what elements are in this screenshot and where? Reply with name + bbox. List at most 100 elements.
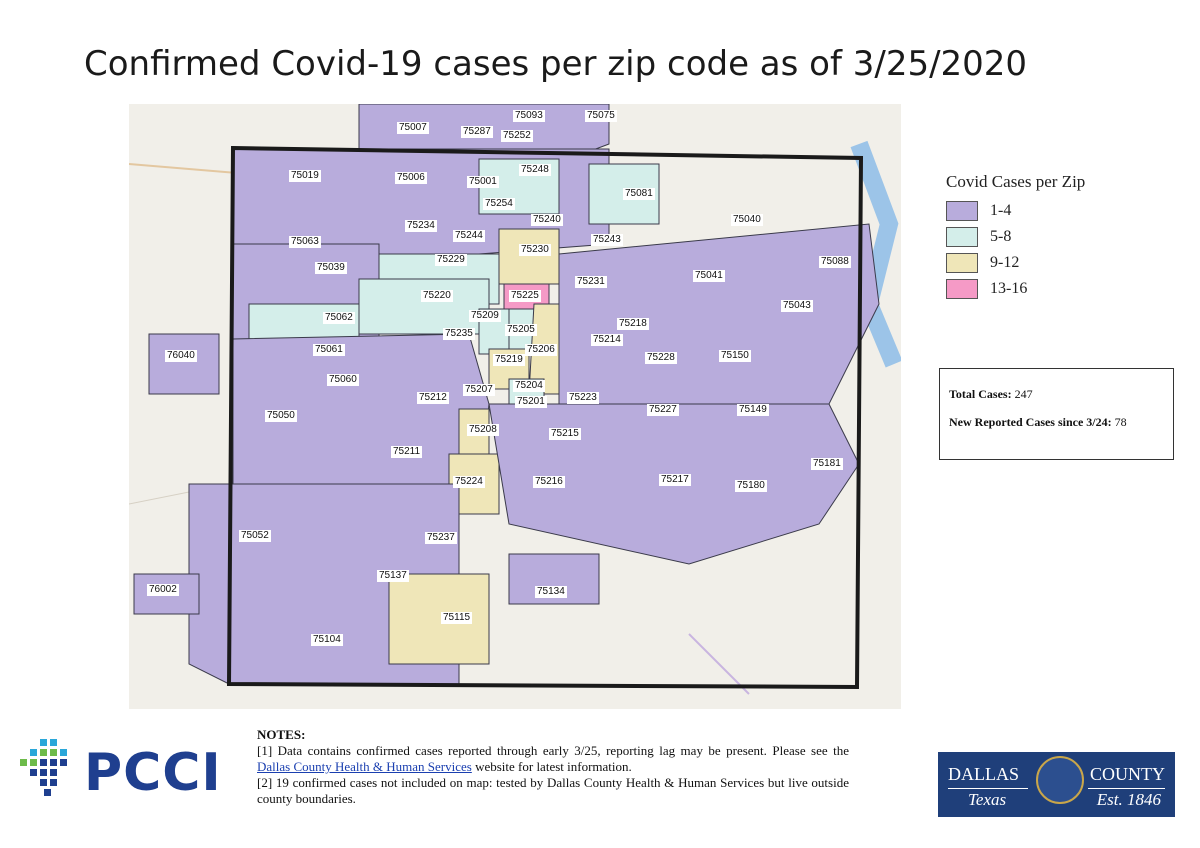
zip-label[interactable]: 76002 — [147, 584, 179, 596]
zip-label[interactable]: 75227 — [647, 404, 679, 416]
zip-label[interactable]: 75209 — [469, 310, 501, 322]
zip-label[interactable]: 75081 — [623, 188, 655, 200]
zip-label[interactable]: 75134 — [535, 586, 567, 598]
zip-label[interactable]: 76040 — [165, 350, 197, 362]
zip-label[interactable]: 75216 — [533, 476, 565, 488]
zip-label[interactable]: 75039 — [315, 262, 347, 274]
legend-item: 13-16 — [946, 276, 1146, 302]
zip-label[interactable]: 75088 — [819, 256, 851, 268]
zip-label[interactable]: 75208 — [467, 424, 499, 436]
zip-label[interactable]: 75149 — [737, 404, 769, 416]
dallas-county-word-left: DALLAS — [948, 764, 1019, 784]
legend: Covid Cases per Zip 1-4 5-8 9-12 13-16 — [946, 172, 1146, 302]
legend-item: 5-8 — [946, 224, 1146, 250]
legend-title: Covid Cases per Zip — [946, 172, 1086, 191]
zip-label[interactable]: 75063 — [289, 236, 321, 248]
legend-swatch — [946, 253, 978, 273]
zip-label[interactable]: 75041 — [693, 270, 725, 282]
zip-label[interactable]: 75001 — [467, 176, 499, 188]
basemap-lake — [850, 140, 901, 368]
new-cases-value: 78 — [1114, 415, 1127, 429]
zip-label[interactable]: 75248 — [519, 164, 551, 176]
zip-label[interactable]: 75093 — [513, 110, 545, 122]
page-title: Confirmed Covid-19 cases per zip code as… — [84, 44, 1028, 84]
zip-label[interactable]: 75252 — [501, 130, 533, 142]
zip-label[interactable]: 75230 — [519, 244, 551, 256]
note-1-text: [1] Data contains confirmed cases report… — [257, 743, 849, 758]
zip-label[interactable]: 75234 — [405, 220, 437, 232]
zip-label[interactable]: 75019 — [289, 170, 321, 182]
zip-region-75134 — [508, 553, 600, 605]
note-2: [2] 19 confirmed cases not included on m… — [257, 775, 849, 806]
zip-label[interactable]: 75201 — [515, 396, 547, 408]
zip-label[interactable]: 75218 — [617, 318, 649, 330]
zip-region-76040 — [148, 333, 220, 395]
legend-item: 9-12 — [946, 250, 1146, 276]
zip-label[interactable]: 75235 — [443, 328, 475, 340]
zip-label[interactable]: 75231 — [575, 276, 607, 288]
legend-label: 9-12 — [990, 254, 1020, 271]
dchhs-link[interactable]: Dallas County Health & Human Services — [257, 759, 472, 774]
county-seal-icon — [1036, 756, 1084, 804]
zip-label[interactable]: 75237 — [425, 532, 457, 544]
zip-label[interactable]: 75217 — [659, 474, 691, 486]
logo-rule — [948, 788, 1028, 789]
pcci-mark-icon — [20, 739, 67, 796]
zip-label[interactable]: 75243 — [591, 234, 623, 246]
zip-label[interactable]: 75229 — [435, 254, 467, 266]
totals-box: Total Cases: 247 New Reported Cases sinc… — [939, 368, 1174, 460]
notes-heading: NOTES: — [257, 727, 306, 742]
zip-label[interactable]: 75254 — [483, 198, 515, 210]
dallas-county-logo: DALLAS COUNTY Texas Est. 1846 — [938, 752, 1175, 817]
zip-label[interactable]: 75224 — [453, 476, 485, 488]
zip-label[interactable]: 75150 — [719, 350, 751, 362]
zip-label[interactable]: 75214 — [591, 334, 623, 346]
zip-label[interactable]: 75115 — [441, 612, 473, 624]
zip-label[interactable]: 75223 — [567, 392, 599, 404]
legend-swatch — [946, 201, 978, 221]
legend-item: 1-4 — [946, 198, 1146, 224]
zip-label[interactable]: 75043 — [781, 300, 813, 312]
zip-label[interactable]: 75137 — [377, 570, 409, 582]
note-1-text-after: website for latest information. — [471, 759, 632, 774]
zip-label[interactable]: 75181 — [811, 458, 843, 470]
zip-label[interactable]: 75075 — [585, 110, 617, 122]
covid-zip-map[interactable]: 75093 75075 75007 75287 75252 75248 75081 75019… — [129, 104, 901, 709]
legend-label: 5-8 — [990, 228, 1012, 245]
zip-label[interactable]: 75211 — [391, 446, 423, 458]
zip-label[interactable]: 75205 — [505, 324, 537, 336]
zip-label[interactable]: 75207 — [463, 384, 495, 396]
zip-label[interactable]: 75060 — [327, 374, 359, 386]
zip-label[interactable]: 75228 — [645, 352, 677, 364]
zip-region-75220 — [358, 278, 490, 335]
zip-label[interactable]: 75287 — [461, 126, 493, 138]
zip-label[interactable]: 75052 — [239, 530, 271, 542]
zip-label[interactable]: 75007 — [397, 122, 429, 134]
total-cases: Total Cases: 247 — [949, 387, 1033, 402]
total-cases-value: 247 — [1014, 387, 1033, 401]
zip-label[interactable]: 75215 — [549, 428, 581, 440]
zip-label[interactable]: 75212 — [417, 392, 449, 404]
zip-label[interactable]: 75180 — [735, 480, 767, 492]
zip-label[interactable]: 75104 — [311, 634, 343, 646]
zip-label[interactable]: 75219 — [493, 354, 525, 366]
zip-label[interactable]: 75050 — [265, 410, 297, 422]
dallas-county-sub-right: Est. 1846 — [1096, 790, 1161, 809]
legend-label: 13-16 — [990, 280, 1028, 297]
zip-label[interactable]: 75062 — [323, 312, 355, 324]
zip-label[interactable]: 75244 — [453, 230, 485, 242]
zip-label[interactable]: 75204 — [513, 380, 545, 392]
note-1: [1] Data contains confirmed cases report… — [257, 743, 849, 775]
zip-region-75115 — [388, 573, 490, 665]
zip-label[interactable]: 75240 — [531, 214, 563, 226]
basemap-road — [688, 633, 750, 695]
legend-label: 1-4 — [990, 202, 1012, 219]
zip-region-75230 — [498, 228, 560, 285]
zip-label[interactable]: 75040 — [731, 214, 763, 226]
total-cases-label: Total Cases: — [949, 387, 1012, 401]
zip-label[interactable]: 75061 — [313, 344, 345, 356]
zip-label[interactable]: 75206 — [525, 344, 557, 356]
zip-label[interactable]: 75220 — [421, 290, 453, 302]
zip-label[interactable]: 75006 — [395, 172, 427, 184]
zip-label[interactable]: 75225 — [509, 290, 541, 302]
